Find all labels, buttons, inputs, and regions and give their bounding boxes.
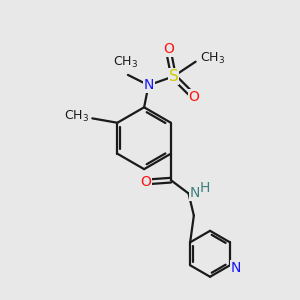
Text: CH$_3$: CH$_3$: [200, 51, 225, 66]
Text: S: S: [169, 69, 178, 84]
Text: O: O: [189, 90, 200, 104]
Text: N: N: [190, 186, 200, 200]
Text: H: H: [200, 181, 210, 195]
Text: O: O: [140, 175, 151, 189]
Text: CH$_3$: CH$_3$: [64, 109, 89, 124]
Text: N: N: [143, 78, 154, 92]
Text: N: N: [231, 261, 241, 275]
Text: CH$_3$: CH$_3$: [113, 56, 138, 70]
Text: O: O: [164, 42, 175, 56]
